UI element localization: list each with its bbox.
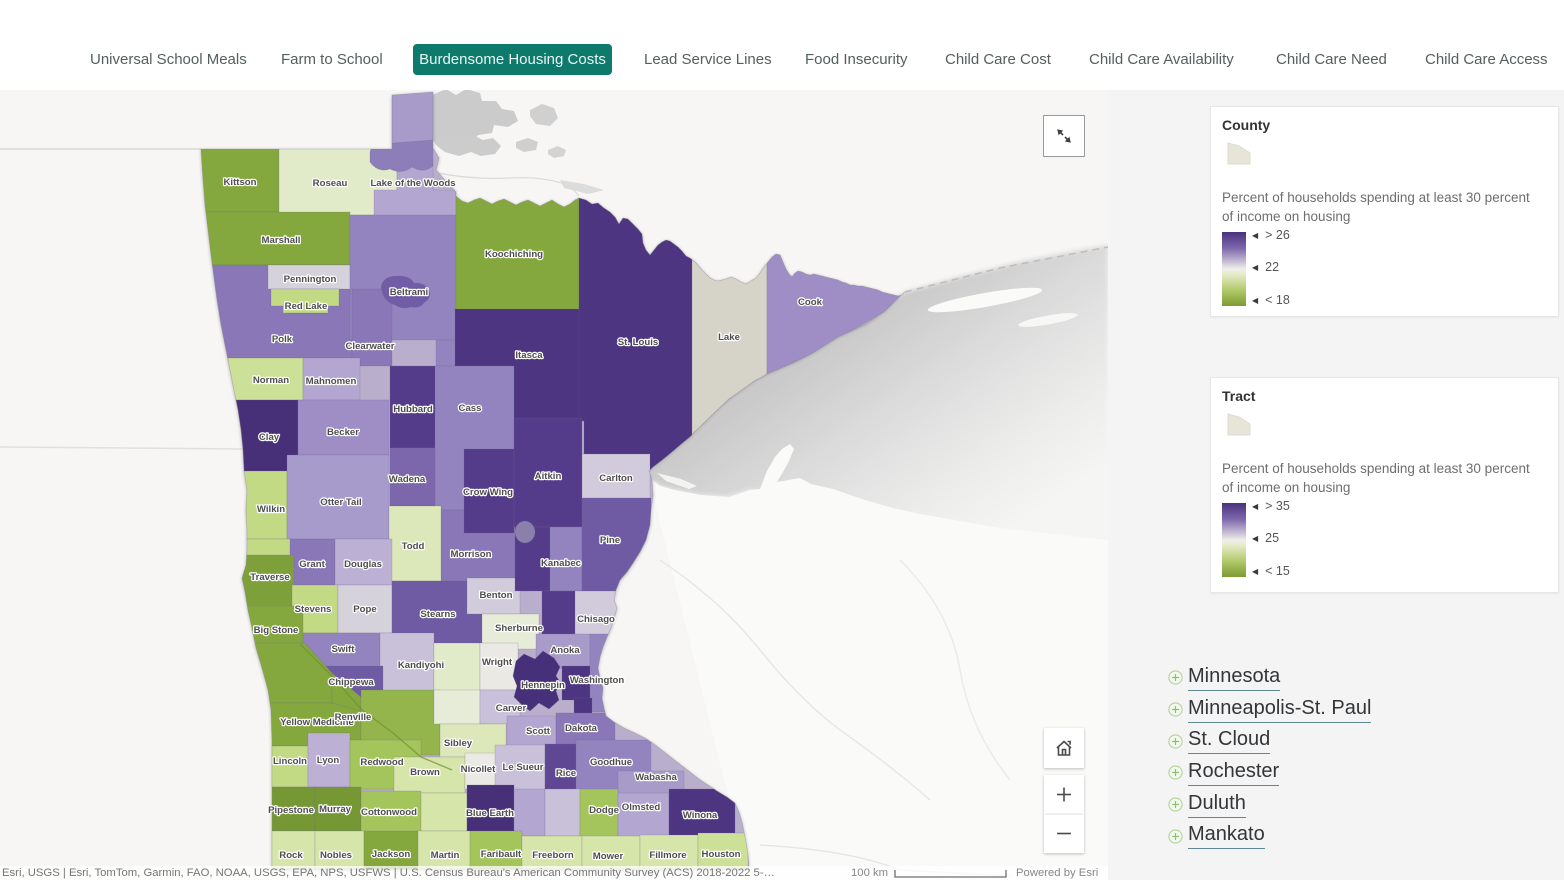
svg-text:Wright: Wright [482,657,513,668]
svg-text:Morrison: Morrison [450,549,491,560]
svg-text:Grant: Grant [299,559,325,570]
svg-text:Roseau: Roseau [313,178,348,189]
svg-text:Chippewa: Chippewa [328,677,374,688]
svg-text:Carlton: Carlton [599,473,633,484]
svg-text:Becker: Becker [327,427,359,438]
svg-text:Mahnomen: Mahnomen [306,376,357,387]
svg-text:Nicollet: Nicollet [461,764,496,775]
svg-text:Anoka: Anoka [550,645,580,656]
svg-text:Faribault: Faribault [481,849,522,860]
svg-text:Lincoln: Lincoln [273,756,307,767]
svg-text:Sibley: Sibley [444,738,473,749]
svg-text:Pennington: Pennington [284,274,337,285]
svg-text:Cottonwood: Cottonwood [361,807,417,818]
svg-text:Clay: Clay [259,432,280,443]
svg-text:Martin: Martin [431,850,460,861]
svg-text:Dakota: Dakota [565,723,598,734]
svg-text:Cook: Cook [798,297,823,308]
svg-text:Pipestone: Pipestone [268,805,314,816]
svg-text:Hubbard: Hubbard [393,404,433,415]
svg-text:Murray: Murray [319,804,352,815]
svg-text:Koochiching: Koochiching [485,249,543,260]
svg-text:Carver: Carver [496,703,527,714]
svg-text:Lake: Lake [718,332,740,343]
svg-text:Winona: Winona [683,810,718,821]
svg-text:Crow Wing: Crow Wing [463,487,513,498]
svg-text:Swift: Swift [332,644,356,655]
svg-text:Blue Earth: Blue Earth [466,808,514,819]
svg-text:Lake of the Woods: Lake of the Woods [370,178,455,189]
svg-text:Polk: Polk [272,334,293,345]
svg-text:Norman: Norman [253,375,289,386]
svg-text:Itasca: Itasca [515,350,543,361]
svg-text:Kanabec: Kanabec [541,558,582,569]
svg-text:Rice: Rice [556,768,576,779]
svg-text:Fillmore: Fillmore [649,850,686,861]
svg-text:Le Sueur: Le Sueur [502,762,543,773]
svg-text:Clearwater: Clearwater [345,341,394,352]
svg-text:Marshall: Marshall [262,235,301,246]
svg-text:Beltrami: Beltrami [390,287,428,298]
svg-text:Pine: Pine [600,535,620,546]
svg-text:Mower: Mower [593,851,624,862]
svg-text:Traverse: Traverse [250,572,289,583]
svg-text:Pope: Pope [353,604,376,615]
svg-text:Cass: Cass [459,403,482,414]
svg-text:Kandiyohi: Kandiyohi [398,660,444,671]
svg-text:Benton: Benton [479,590,512,601]
svg-text:Douglas: Douglas [344,559,382,570]
svg-text:Rock: Rock [279,850,303,861]
svg-text:St. Louis: St. Louis [618,337,659,348]
svg-text:Stevens: Stevens [295,604,332,615]
svg-text:Otter Tail: Otter Tail [320,497,361,508]
svg-text:Yellow Medicine: Yellow Medicine [280,717,354,728]
svg-text:Brown: Brown [410,767,440,778]
svg-text:Wilkin: Wilkin [257,504,285,515]
svg-text:Stearns: Stearns [420,609,455,620]
svg-text:Kittson: Kittson [223,177,256,188]
svg-text:Hennepin: Hennepin [521,680,565,691]
svg-text:Jackson: Jackson [372,849,411,860]
svg-text:Freeborn: Freeborn [532,850,574,861]
svg-text:Wabasha: Wabasha [635,772,677,783]
svg-text:Redwood: Redwood [360,757,403,768]
svg-text:Sherburne: Sherburne [495,623,543,634]
svg-text:Lyon: Lyon [317,755,340,766]
svg-text:Nobles: Nobles [320,850,352,861]
svg-text:Dodge: Dodge [589,805,619,816]
svg-text:Goodhue: Goodhue [590,757,632,768]
svg-text:Washington: Washington [570,675,625,686]
svg-text:Olmsted: Olmsted [622,802,661,813]
svg-text:Big Stone: Big Stone [254,625,299,636]
svg-text:Chisago: Chisago [577,614,615,625]
svg-text:Houston: Houston [702,849,741,860]
svg-text:Renville: Renville [335,712,372,723]
svg-text:Scott: Scott [526,726,551,737]
svg-text:Wadena: Wadena [389,474,426,485]
svg-text:Aitkin: Aitkin [535,471,562,482]
svg-text:Todd: Todd [402,541,425,552]
svg-text:Red Lake: Red Lake [285,301,328,312]
